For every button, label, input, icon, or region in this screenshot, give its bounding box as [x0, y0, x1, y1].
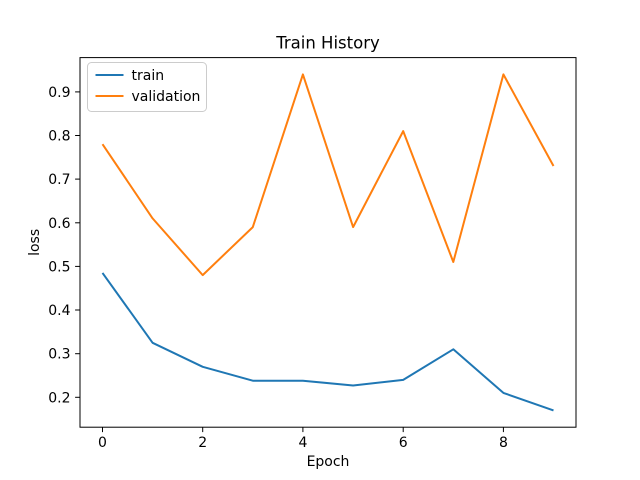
y-tick-label: 0.2 — [48, 390, 70, 406]
legend-label-train: train — [132, 68, 165, 84]
y-tick-label: 0.7 — [48, 172, 70, 188]
legend: train validation — [87, 62, 207, 112]
x-tick-label: 8 — [499, 435, 508, 451]
x-tick-label: 6 — [399, 435, 408, 451]
y-tick-label: 0.3 — [48, 347, 70, 363]
y-tick-label: 0.5 — [48, 259, 70, 275]
x-tick-label: 2 — [198, 435, 207, 451]
y-tick-label: 0.6 — [48, 216, 70, 232]
y-tick-label: 0.9 — [48, 85, 70, 101]
plot-frame — [79, 57, 577, 428]
series-line-train — [101, 272, 554, 412]
x-axis-label: Epoch — [307, 454, 350, 470]
y-tick-label: 0.4 — [48, 303, 70, 319]
legend-label-validation: validation — [132, 89, 201, 105]
y-axis-label: loss — [27, 229, 43, 256]
x-tick-label: 4 — [298, 435, 307, 451]
x-tick-label: 0 — [98, 435, 107, 451]
series-line-validation — [101, 73, 555, 277]
chart-title: Train History — [275, 34, 380, 53]
y-tick-label: 0.8 — [48, 129, 70, 145]
